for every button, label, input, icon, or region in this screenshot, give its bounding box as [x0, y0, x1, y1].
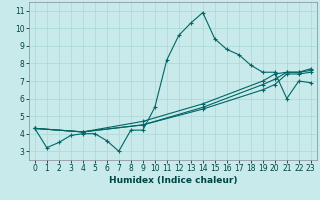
X-axis label: Humidex (Indice chaleur): Humidex (Indice chaleur) [108, 176, 237, 185]
